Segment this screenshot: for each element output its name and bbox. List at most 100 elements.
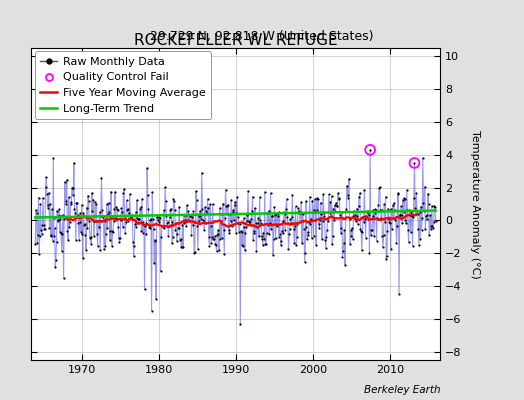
Point [45,190,53,196]
Point [157,234,166,241]
Point [360,186,368,193]
Point [146,225,154,232]
Point [244,188,252,194]
Point [316,217,324,224]
Point [209,201,217,208]
Point [89,196,97,203]
Point [72,199,81,206]
Point [79,210,88,216]
Point [334,190,342,196]
Point [271,212,279,218]
Point [240,224,248,230]
Point [405,239,413,245]
Point [108,228,117,234]
Point [297,199,305,206]
Point [397,212,406,218]
Point [414,226,422,232]
Point [243,212,251,218]
Point [401,217,410,224]
Point [306,221,314,227]
Point [403,206,411,213]
Point [193,223,201,229]
Point [170,206,179,213]
Point [313,195,321,201]
Point [192,188,200,194]
Point [204,205,212,212]
Point [378,232,387,239]
Point [247,216,255,222]
Point [45,225,53,232]
Point [204,234,213,240]
Point [124,206,132,212]
Point [258,236,266,242]
Point [311,195,319,202]
Point [85,218,93,224]
Point [280,208,288,215]
Point [111,188,119,195]
Point [374,201,383,208]
Point [200,227,209,234]
Point [328,241,336,248]
Point [130,221,139,227]
Point [209,236,217,242]
Point [153,214,161,220]
Point [314,196,322,202]
Point [76,210,84,216]
Point [263,210,271,216]
Point [337,208,346,215]
Point [141,223,149,229]
Point [331,202,339,209]
Point [371,206,379,212]
Point [341,262,349,268]
Point [104,211,112,218]
Point [186,212,194,218]
Point [421,184,429,190]
Point [99,214,107,220]
Point [152,296,160,302]
Point [223,202,232,209]
Point [167,219,176,225]
Point [38,230,46,237]
Point [33,240,41,246]
Point [212,248,221,254]
Point [90,232,98,239]
Point [404,227,412,233]
Point [265,208,273,214]
Point [268,213,277,219]
Point [129,252,138,259]
Point [377,206,386,213]
Point [177,236,185,242]
Point [373,215,381,222]
Point [362,234,370,241]
Point [332,200,340,206]
Point [249,236,257,243]
Point [238,229,246,236]
Point [389,214,397,221]
Point [353,206,361,212]
Point [293,221,302,227]
Point [128,212,137,218]
Point [62,176,71,183]
Point [194,246,202,252]
Point [412,190,421,196]
Point [172,220,180,226]
Point [43,204,52,211]
Point [176,236,184,243]
Point [161,184,169,190]
Point [88,190,96,196]
Point [155,214,163,220]
Point [49,155,58,161]
Title: ROCKEFELLER WL REFUGE: ROCKEFELLER WL REFUGE [134,33,337,48]
Point [75,237,83,244]
Point [373,237,381,244]
Point [260,236,268,242]
Point [58,231,67,238]
Point [241,247,249,253]
Point [47,233,55,240]
Point [363,214,371,220]
Point [124,218,133,224]
Point [365,212,373,218]
Point [151,238,160,244]
Point [347,233,356,239]
Point [393,223,401,229]
